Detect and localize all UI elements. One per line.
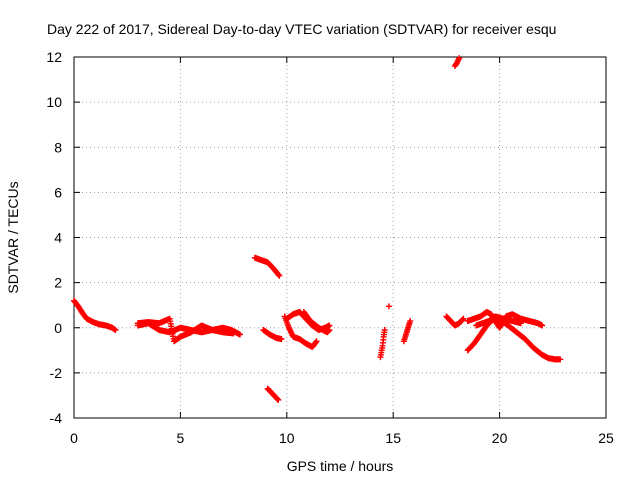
data-point: [325, 327, 332, 334]
y-tick-labels: -4 -2 0 2 4 6 8 10 12: [46, 49, 62, 426]
y-tick-label: -2: [50, 365, 63, 381]
data-point: [385, 303, 392, 310]
y-tick-label: 12: [46, 49, 62, 65]
y-tick-label: 6: [54, 184, 62, 200]
grid-lines: [74, 57, 606, 418]
data-point: [230, 330, 237, 337]
data-point: [274, 396, 281, 403]
axis-ticks: [73, 56, 607, 419]
x-tick-label: 10: [279, 430, 295, 446]
data-point: [278, 336, 285, 343]
y-axis-title: SDTVAR / TECUs: [5, 181, 21, 293]
y-tick-label: 10: [46, 94, 62, 110]
data-point: [407, 317, 414, 324]
data-point: [312, 339, 319, 346]
data-point: [539, 322, 546, 329]
data-point: [517, 320, 524, 327]
data-point: [275, 271, 282, 278]
y-tick-label: -4: [50, 410, 63, 426]
data-point: [557, 356, 564, 363]
data-point: [236, 331, 243, 338]
data-point: [460, 315, 467, 322]
y-tick-label: 2: [54, 275, 62, 291]
x-axis-title: GPS time / hours: [287, 458, 394, 474]
data-point: [381, 327, 388, 334]
x-tick-label: 20: [492, 430, 508, 446]
x-tick-label: 0: [70, 430, 78, 446]
y-tick-label: 4: [54, 230, 62, 246]
data-points: [71, 55, 564, 403]
data-point: [313, 338, 320, 345]
data-point: [112, 327, 119, 334]
data-point: [459, 316, 466, 323]
data-point: [275, 396, 282, 403]
x-tick-labels: 0 5 10 15 20 25: [70, 430, 614, 446]
x-tick-label: 5: [177, 430, 185, 446]
y-tick-label: 0: [54, 320, 62, 336]
data-point: [326, 327, 333, 334]
x-tick-label: 25: [598, 430, 614, 446]
data-point: [456, 55, 463, 62]
x-tick-label: 15: [385, 430, 401, 446]
data-point: [276, 272, 283, 279]
chart-title: Day 222 of 2017, Sidereal Day-to-day VTE…: [47, 21, 556, 37]
y-tick-label: 8: [54, 139, 62, 155]
